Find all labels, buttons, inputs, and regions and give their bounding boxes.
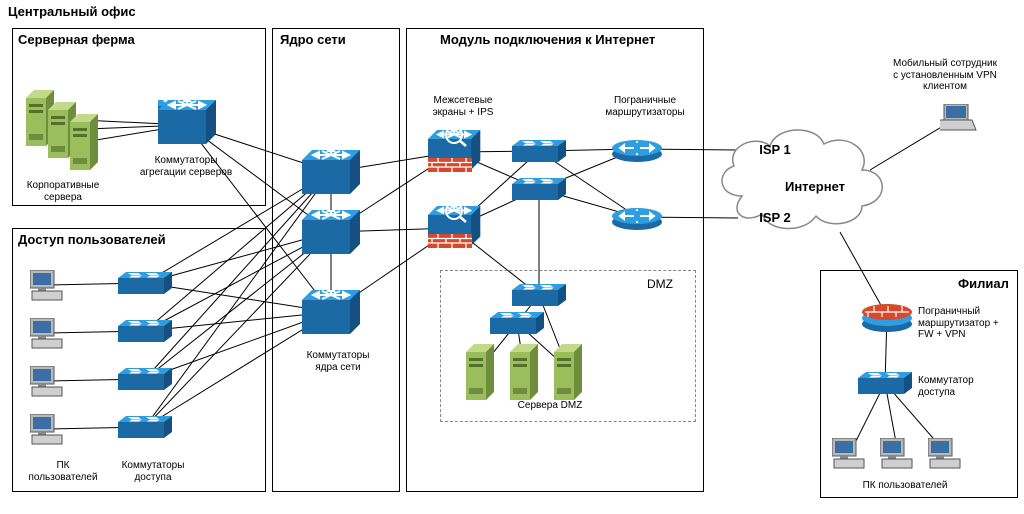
branch-title: Филиал [958, 276, 1009, 291]
internet-module-title: Модуль подключения к Интернет [440, 32, 655, 47]
central-office-title: Центральный офис [8, 4, 136, 19]
node-dmzs3 [554, 344, 602, 414]
server-farm-title: Серверная ферма [18, 32, 135, 47]
label-branch_router: Пограничныймаршрутизатор +FW + VPN [918, 306, 1018, 341]
node-asw2 [118, 320, 192, 362]
node-br_pc3 [928, 438, 984, 488]
node-srv3 [70, 114, 118, 190]
node-er2 [612, 206, 682, 248]
node-dsw2 [512, 178, 586, 220]
label-internet: Интернет [770, 180, 860, 195]
label-isp1: ISP 1 [750, 143, 800, 158]
user-access-title: Доступ пользователей [18, 232, 166, 247]
node-pc4 [30, 414, 86, 464]
label-isp2: ISP 2 [750, 211, 800, 226]
node-laptop [940, 104, 996, 150]
node-br_rtr [862, 302, 932, 350]
node-br_sw [858, 372, 932, 414]
node-fw2 [428, 206, 500, 270]
core-title: Ядро сети [280, 32, 346, 47]
node-asw4 [118, 416, 192, 458]
node-core2 [302, 210, 380, 274]
node-dmzs2 [510, 344, 558, 414]
node-pc1 [30, 270, 86, 320]
node-fw1 [428, 130, 500, 194]
label-edge_routers: Пограничныемаршрутизаторы [590, 95, 700, 118]
label-fw_ips: Межсетевыеэкраны + IPS [418, 95, 508, 118]
node-er1 [612, 138, 682, 180]
node-aggsw [158, 100, 236, 170]
label-mobile_user: Мобильный сотрудникс установленным VPNкл… [870, 58, 1020, 93]
node-asw1 [118, 272, 192, 314]
node-dmzs1 [466, 344, 514, 414]
dmz-title: DMZ [640, 278, 680, 292]
node-pc3 [30, 366, 86, 416]
label-access_switches: Коммутаторыдоступа [108, 460, 198, 483]
node-core1 [302, 150, 380, 214]
node-asw3 [118, 368, 192, 410]
node-pc2 [30, 318, 86, 368]
node-dsw1 [512, 140, 586, 182]
node-core3 [302, 290, 380, 354]
